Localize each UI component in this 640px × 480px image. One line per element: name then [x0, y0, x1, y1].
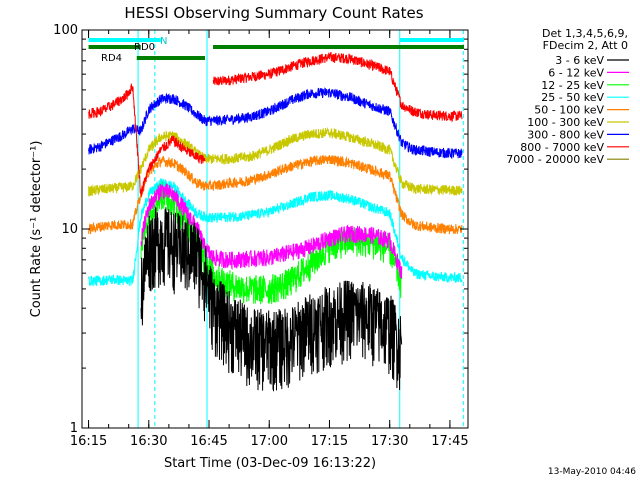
legend-header-1: FDecim 2, Att 0	[543, 39, 628, 52]
x-tick-label-1: 16:30	[130, 434, 167, 449]
x-tick-label-5: 17:30	[371, 434, 408, 449]
series-line-25-50-kev	[88, 178, 463, 286]
flag-label-rd4: RD4	[101, 53, 122, 64]
y-tick-label-0: 1	[70, 421, 78, 436]
series-line-100-300-kev	[88, 126, 463, 197]
legend-label-4: 50 - 100 keV	[534, 104, 604, 117]
y-axis-label: Count Rate (s⁻¹ detector⁻¹)	[29, 141, 44, 318]
legend-label-6: 300 - 800 keV	[527, 128, 604, 141]
flag-label-rd0: RD0	[134, 42, 155, 53]
legend-label-5: 100 - 300 keV	[527, 116, 604, 129]
legend-label-1: 6 - 12 keV	[548, 66, 604, 79]
legend-header-0: Det 1,3,4,5,6,9,	[542, 27, 628, 40]
series-line-300-800-kev	[88, 87, 463, 160]
series-line-800-7000-kev-early	[88, 83, 206, 198]
flag-label-n: N	[160, 36, 167, 47]
x-axis: 16:15 16:30 16:45 17:00 17:15 17:30 17:45	[70, 30, 469, 449]
y-tick-label-2: 100	[53, 23, 78, 38]
x-tick-label-4: 17:15	[311, 434, 348, 449]
legend-label-2: 12 - 25 keV	[541, 79, 604, 92]
data-series	[88, 52, 463, 392]
x-tick-label-6: 17:45	[431, 434, 468, 449]
legend-label-8: 7000 - 20000 keV	[506, 153, 604, 166]
y-tick-label-1: 10	[61, 222, 78, 237]
legend: Det 1,3,4,5,6,9,FDecim 2, Att 0 3 - 6 keV…	[506, 27, 629, 166]
series-line-800-7000-kev	[212, 52, 463, 123]
chart-title: HESSI Observing Summary Count Rates	[124, 4, 423, 22]
legend-label-3: 25 - 50 keV	[541, 91, 604, 104]
plot-area: N RD0 RD4	[88, 30, 464, 428]
flag-bars: N RD0 RD4	[88, 36, 464, 64]
series-line-3-6-kev	[140, 207, 403, 392]
legend-label-0: 3 - 6 keV	[555, 54, 604, 67]
timestamp: 13-May-2010 04:46	[548, 467, 636, 477]
series-line-6-12-kev	[140, 183, 403, 279]
x-tick-label-3: 17:00	[251, 434, 288, 449]
x-tick-label-0: 16:15	[70, 434, 107, 449]
y-axis: 1 10 100	[53, 23, 468, 436]
series-line-12-25-kev	[140, 180, 403, 305]
legend-label-7: 800 - 7000 keV	[520, 141, 604, 154]
x-tick-label-2: 16:45	[190, 434, 227, 449]
x-axis-label: Start Time (03-Dec-09 16:13:22)	[164, 456, 376, 471]
